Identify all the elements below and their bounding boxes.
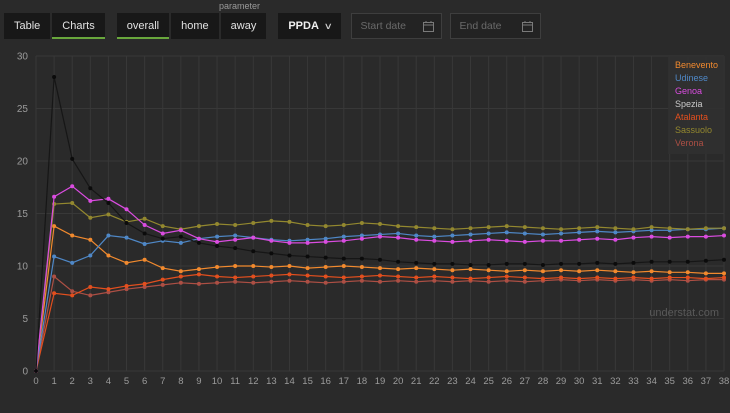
svg-text:0: 0 (22, 367, 28, 378)
svg-text:32: 32 (610, 376, 621, 387)
svg-text:15: 15 (17, 209, 29, 220)
tab-home[interactable]: home (171, 13, 219, 39)
end-date-input[interactable] (457, 19, 518, 33)
svg-text:27: 27 (520, 376, 531, 387)
svg-text:36: 36 (683, 376, 694, 387)
svg-text:13: 13 (266, 376, 277, 387)
start-date-input[interactable] (358, 19, 419, 33)
chart-legend: Benevento Udinese Genoa Spezia Atalanta Sassu… (667, 56, 725, 154)
svg-text:19: 19 (375, 376, 386, 387)
charts-button[interactable]: Charts (52, 13, 105, 39)
svg-text:26: 26 (501, 376, 512, 387)
svg-text:12: 12 (248, 376, 259, 387)
legend-item-atalanta[interactable]: Atalanta (674, 112, 708, 122)
legend-item-benevento[interactable]: Benevento (674, 60, 718, 70)
svg-text:25: 25 (17, 104, 29, 115)
toolbar: Table Charts overall home away PPDA ∨ (4, 13, 542, 39)
legend-item-udinese[interactable]: Udinese (674, 73, 708, 83)
calendar-icon (423, 20, 435, 32)
svg-text:25: 25 (483, 376, 494, 387)
svg-text:23: 23 (447, 376, 458, 387)
svg-text:2: 2 (70, 376, 75, 387)
chevron-down-icon: ∨ (323, 20, 333, 31)
start-date-field[interactable] (351, 13, 443, 39)
parameter-dropdown-value: PPDA (288, 20, 319, 32)
svg-text:10: 10 (212, 376, 223, 387)
end-date-field[interactable] (450, 13, 542, 39)
svg-text:9: 9 (196, 376, 201, 387)
svg-text:16: 16 (320, 376, 331, 387)
tab-away[interactable]: away (220, 13, 267, 39)
legend-item-genoa[interactable]: Genoa (674, 86, 702, 96)
svg-text:28: 28 (538, 376, 549, 387)
legend-item-spezia[interactable]: Spezia (674, 99, 703, 109)
svg-text:35: 35 (664, 376, 675, 387)
tab-overall[interactable]: overall (116, 13, 170, 39)
svg-text:20: 20 (393, 376, 404, 387)
svg-text:4: 4 (106, 376, 111, 387)
svg-text:34: 34 (646, 376, 657, 387)
svg-text:1: 1 (51, 376, 56, 387)
parameter-dropdown[interactable]: PPDA ∨ (278, 13, 342, 39)
svg-text:29: 29 (556, 376, 567, 387)
svg-text:22: 22 (429, 376, 440, 387)
svg-text:5: 5 (124, 376, 129, 387)
watermark: understat.com (649, 307, 719, 319)
svg-text:15: 15 (302, 376, 313, 387)
svg-text:18: 18 (357, 376, 368, 387)
calendar-icon (522, 20, 534, 32)
svg-text:14: 14 (284, 376, 295, 387)
table-button[interactable]: Table (4, 13, 51, 39)
svg-text:6: 6 (142, 376, 147, 387)
svg-text:30: 30 (574, 376, 585, 387)
svg-text:31: 31 (592, 376, 603, 387)
legend-item-sassuolo[interactable]: Sassuolo (674, 125, 712, 135)
svg-text:11: 11 (230, 376, 240, 387)
svg-text:21: 21 (411, 376, 422, 387)
svg-text:5: 5 (22, 314, 28, 325)
svg-text:33: 33 (628, 376, 639, 387)
svg-text:8: 8 (178, 376, 183, 387)
svg-text:0: 0 (33, 376, 38, 387)
svg-text:38: 38 (719, 376, 730, 387)
svg-text:20: 20 (17, 157, 29, 168)
svg-text:37: 37 (701, 376, 712, 387)
parameter-label: parameter (219, 1, 261, 11)
legend-item-verona[interactable]: Verona (674, 138, 704, 148)
svg-text:3: 3 (88, 376, 93, 387)
svg-text:24: 24 (465, 376, 476, 387)
svg-text:7: 7 (160, 376, 165, 387)
chart-area: 0 5 10 15 20 25 30 0 1 2 3 4 5 6 7 8 9 10 11 12 13 14 15 16 17 18… (0, 40, 730, 408)
svg-text:17: 17 (339, 376, 350, 387)
svg-text:30: 30 (17, 52, 29, 63)
svg-text:10: 10 (17, 262, 29, 273)
